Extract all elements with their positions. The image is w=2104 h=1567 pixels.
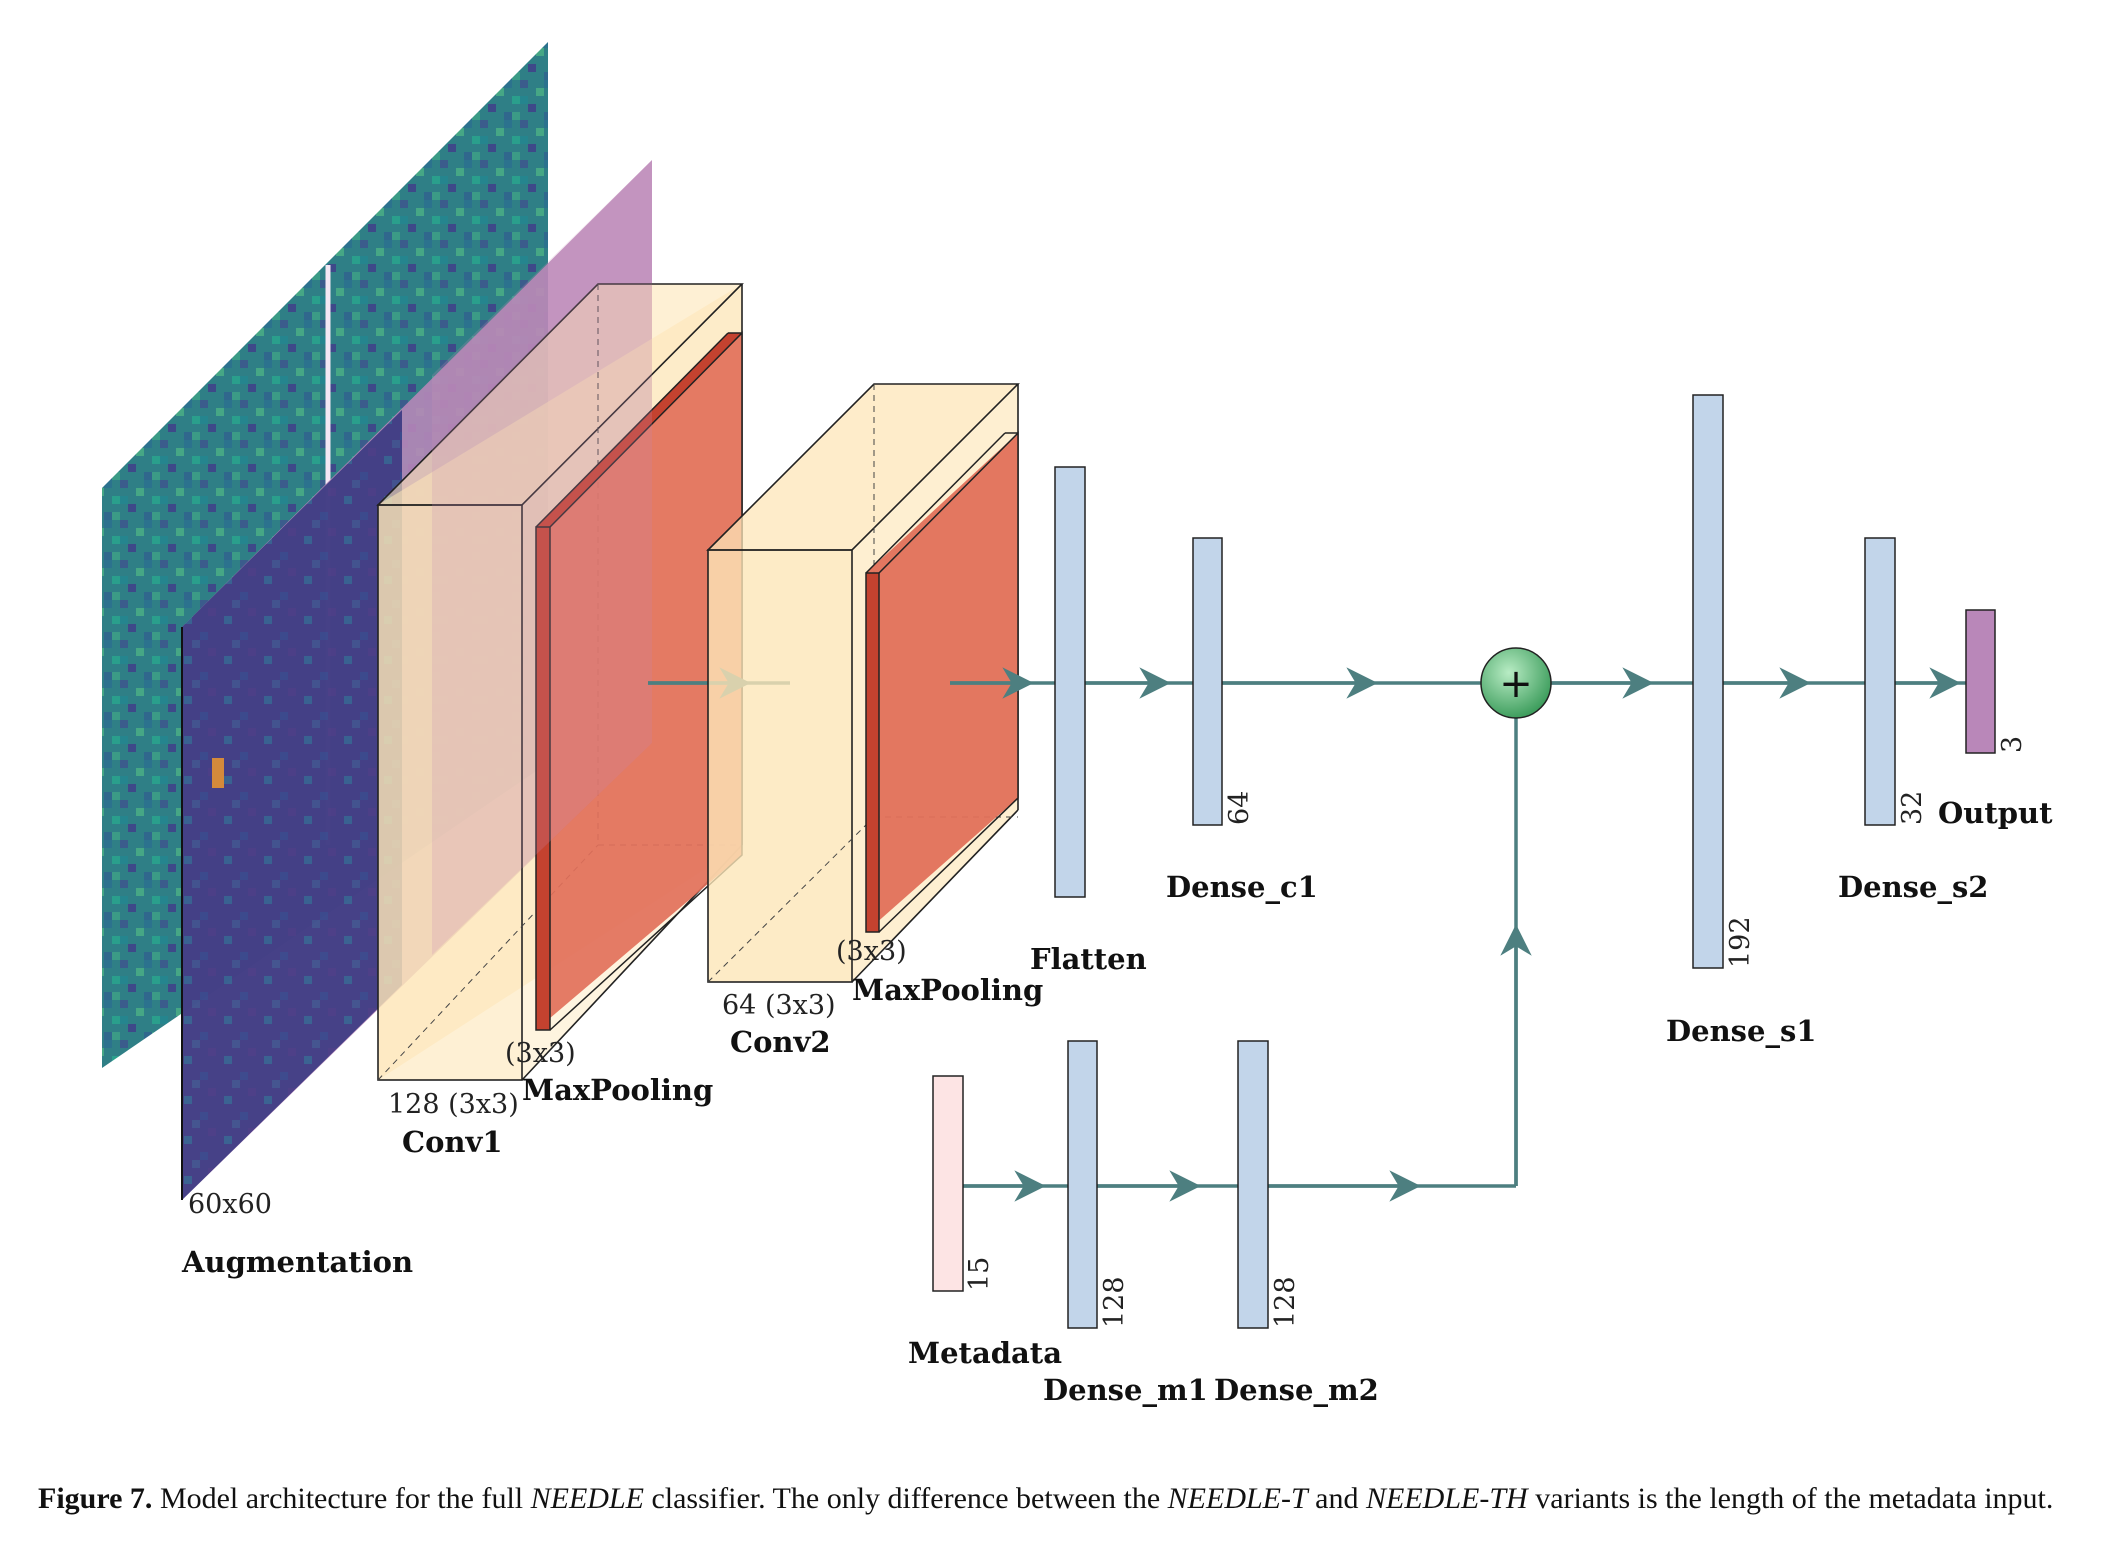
metadata-layer	[932, 1075, 964, 1292]
conv2-size-label: 64 (3x3)	[722, 990, 836, 1021]
output-layer-label: Output	[1938, 796, 2053, 830]
merge-node: +	[1480, 647, 1552, 719]
dense-s1-layer	[1692, 394, 1724, 969]
conv1-layer-label: Conv1	[402, 1125, 503, 1159]
caption-text-4: variants is the length of the metadata i…	[1527, 1482, 2054, 1515]
dense-s1-size-label: 192	[1725, 916, 1756, 968]
caption-needle: NEEDLE	[530, 1482, 644, 1515]
pool2-size-label: (3x3)	[836, 936, 907, 967]
caption-needle-th: NEEDLE-TH	[1366, 1482, 1528, 1515]
flatten-layer-label: Flatten	[1030, 942, 1147, 976]
conv2-layer-label: Conv2	[730, 1025, 831, 1059]
dense-m2-layer	[1237, 1040, 1269, 1329]
flatten-layer	[1054, 466, 1086, 898]
dense-s2-layer-label: Dense_s2	[1838, 870, 1988, 904]
pool1-block	[535, 331, 743, 1031]
caption-figure-number: Figure 7.	[38, 1482, 153, 1515]
dense-c1-layer-label: Dense_c1	[1166, 870, 1318, 904]
caption-text-1: Model architecture for the full	[152, 1482, 531, 1515]
pool1-size-label: (3x3)	[505, 1038, 576, 1069]
output-layer	[1965, 609, 1996, 754]
flow-arrows	[950, 667, 1966, 1202]
dense-s1-layer-label: Dense_s1	[1666, 1014, 1816, 1048]
dense-s2-size-label: 32	[1897, 791, 1928, 825]
pool2-block	[865, 431, 1019, 933]
caption-text-3: and	[1307, 1482, 1366, 1515]
caption-text-2: classifier. The only difference between …	[643, 1482, 1168, 1515]
conv1-size-label: 128 (3x3)	[388, 1089, 519, 1120]
pool1-layer-label: MaxPooling	[522, 1073, 713, 1107]
input-size-label: 60x60	[188, 1189, 272, 1220]
dense-m1-layer	[1067, 1040, 1098, 1329]
dense-c1-size-label: 64	[1224, 791, 1255, 825]
dense-m2-layer-label: Dense_m2	[1214, 1373, 1379, 1407]
dense-m2-size-label: 128	[1270, 1276, 1301, 1328]
input-image-front	[182, 410, 402, 1200]
dense-c1-layer	[1192, 537, 1223, 826]
pool2-layer-label: MaxPooling	[852, 973, 1043, 1007]
metadata-layer-label: Metadata	[908, 1336, 1062, 1370]
metadata-size-label: 15	[964, 1257, 995, 1291]
input-layer-label: Augmentation	[181, 1245, 413, 1279]
architecture-diagram: + 60x60 Augmentation 128 (3x3) Conv1 (3x…	[102, 42, 2053, 1407]
figure-caption: Figure 7. Model architecture for the ful…	[38, 1478, 2068, 1519]
dense-m1-size-label: 128	[1099, 1276, 1130, 1328]
dense-s2-layer	[1864, 537, 1896, 826]
merge-plus-icon: +	[1499, 661, 1533, 707]
caption-needle-t: NEEDLE-T	[1167, 1482, 1308, 1515]
output-size-label: 3	[1997, 736, 2028, 753]
dense-m1-layer-label: Dense_m1	[1043, 1373, 1208, 1407]
